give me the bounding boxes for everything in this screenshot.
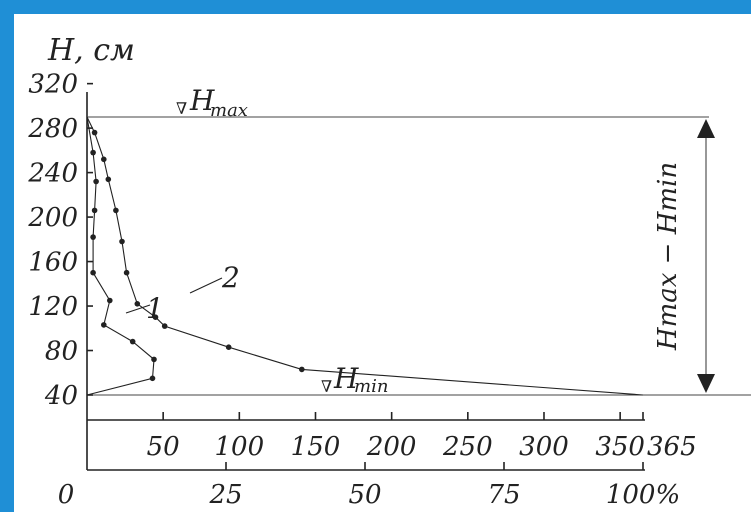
series-2-point: [299, 366, 305, 373]
hmin-sub: min: [354, 376, 388, 397]
range-arrow: Hmax − Hmin: [653, 119, 715, 393]
series-1-point: [149, 375, 156, 382]
x-bottom-tick-label: 50: [348, 480, 381, 510]
series-1-point: [129, 338, 136, 345]
y-tick-label: 160: [28, 248, 78, 278]
y-axis-label: H, см: [47, 33, 135, 68]
x-ticks-bottom: 0 25 50 75 100%: [58, 462, 680, 510]
series-2-point: [91, 129, 98, 136]
series-1-point: [151, 356, 157, 363]
series-1-point: [93, 178, 99, 185]
y-tick-label: 320: [28, 70, 78, 100]
x-top-tick-label: 50: [147, 432, 180, 462]
series-2-point: [119, 238, 125, 245]
x-bottom-tick-label: 75: [487, 480, 520, 510]
series-1-label: 1: [146, 292, 164, 325]
series-1-point: [90, 269, 96, 276]
x-top-tick-label: 350: [595, 432, 645, 462]
series-2-line: [86, 116, 644, 396]
y-tick-label: 240: [27, 159, 78, 189]
series-2: 2: [86, 116, 644, 396]
series-2-point: [113, 207, 119, 214]
range-arrow-up-head: [697, 119, 715, 138]
series-1-point: [90, 149, 96, 156]
series-2-leader: [189, 277, 223, 294]
y-tick-label: 200: [27, 203, 78, 233]
x-bottom-tick-label: 25: [208, 480, 242, 510]
x-top-tick-label: 300: [519, 432, 569, 462]
y-tick-label: 80: [45, 337, 78, 367]
series-1-point: [90, 234, 96, 240]
series-1-point: [107, 297, 113, 304]
hmax-sub: max: [210, 100, 248, 121]
x-bottom-tick-label: 100%: [606, 480, 680, 510]
x-top-tick-label: 150: [291, 432, 341, 462]
y-tick-label: 280: [27, 114, 78, 144]
series-2-point: [134, 301, 141, 307]
x-bottom-tick-label: 0: [58, 480, 75, 510]
series-2-point: [105, 176, 112, 183]
chart-paper: [14, 14, 751, 512]
series-layer: 12: [86, 116, 644, 396]
series-2-point: [123, 269, 130, 276]
y-tick-label: 120: [28, 292, 78, 322]
range-label: Hmax − Hmin: [653, 162, 683, 351]
series-2-point: [161, 323, 168, 329]
series-1-point: [101, 322, 107, 328]
x-ticks-top: 50 100 150 200 250 300 350 365: [147, 412, 697, 462]
series-1-line: [86, 116, 155, 396]
hmax-symbol: ∇: [176, 99, 187, 118]
hmin-symbol: ∇: [321, 377, 332, 396]
y-tick-label: 40: [44, 381, 78, 411]
series-2-point: [152, 314, 159, 321]
series-2-point: [225, 344, 232, 351]
series-2-point: [101, 156, 107, 163]
y-ticks: 320 280 240 200 160 120 80 40: [27, 70, 93, 411]
hmax-h: H: [189, 84, 215, 117]
x-top-tick-label: 250: [442, 432, 493, 462]
range-arrow-down-head: [697, 374, 715, 393]
series-1-point: [91, 207, 98, 214]
series-2-label: 2: [221, 261, 240, 294]
x-top-tick-label: 365: [647, 432, 697, 462]
series-1-leader: [125, 304, 151, 314]
x-top-tick-label: 100: [215, 432, 265, 462]
hmin-h: H: [333, 362, 359, 395]
hmin-label: ∇ H min: [321, 362, 388, 397]
series-1: 1: [86, 116, 164, 396]
x-top-tick-label: 200: [366, 432, 417, 462]
hmax-label: ∇ H max: [176, 84, 248, 121]
